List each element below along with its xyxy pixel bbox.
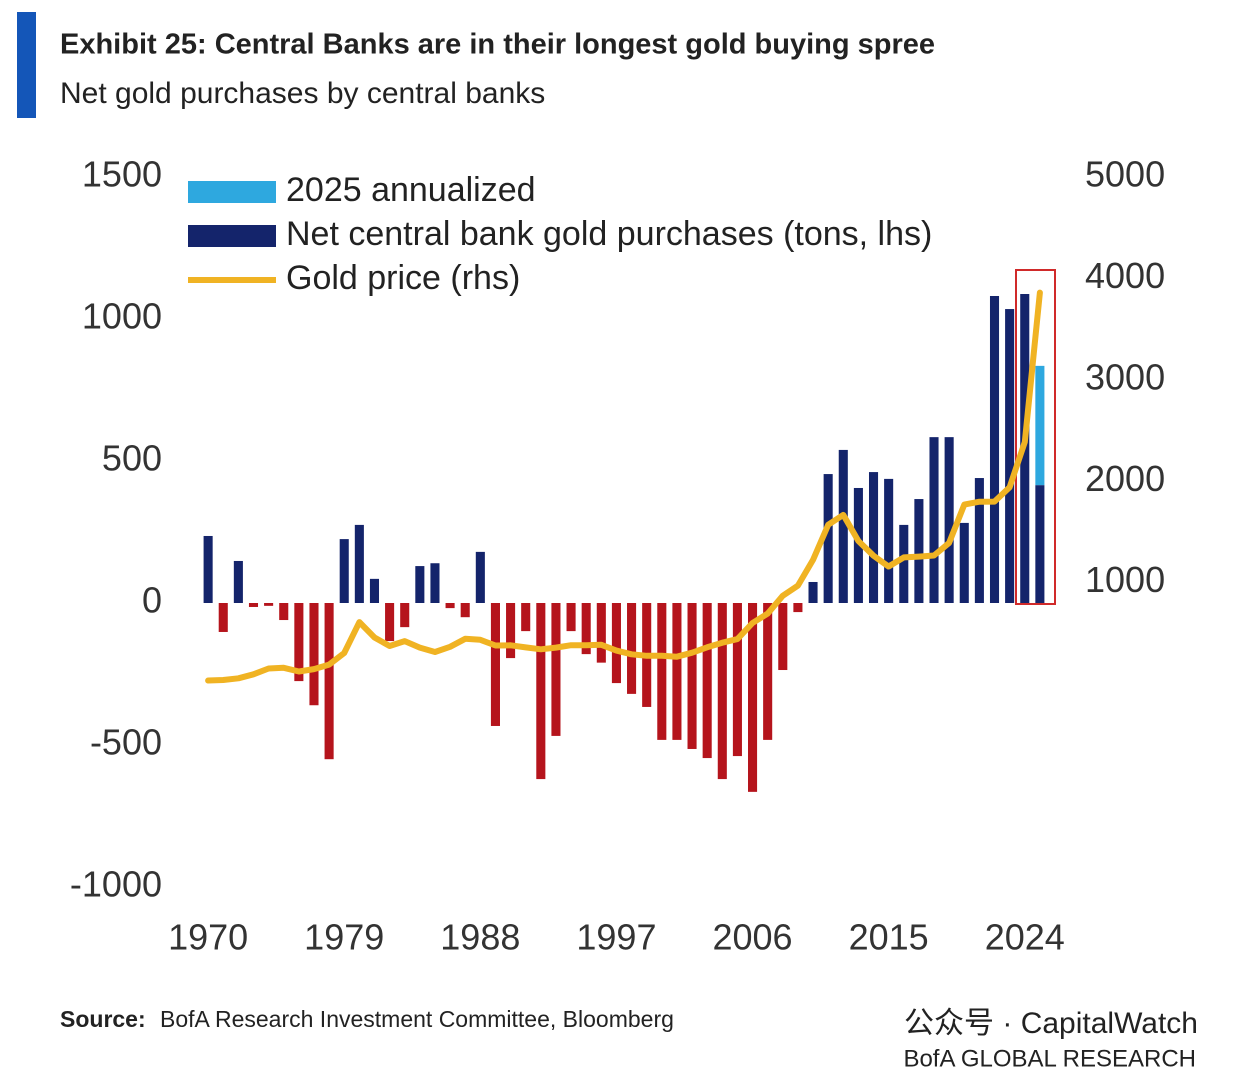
bar (959, 522, 969, 603)
y-tick-label: 1000 (82, 296, 162, 337)
bar (793, 603, 803, 613)
bar (521, 603, 531, 632)
x-tick-label: 1970 (168, 917, 248, 958)
bar (702, 603, 712, 759)
bar (944, 437, 954, 603)
brand: BofA GLOBAL RESEARCH (903, 1045, 1196, 1072)
bar (430, 563, 440, 603)
y2-tick-label: 4000 (1085, 255, 1165, 296)
x-tick-label: 1979 (304, 917, 384, 958)
bar (823, 474, 833, 603)
bar (596, 603, 606, 663)
bar (1005, 309, 1015, 603)
bar (732, 603, 742, 757)
bar (687, 603, 697, 749)
bar (868, 472, 879, 603)
bar (385, 603, 395, 642)
x-tick-label: 1997 (576, 917, 656, 958)
bar (914, 499, 924, 603)
bar (203, 535, 213, 603)
y-tick-label: 1500 (82, 154, 162, 195)
bar (309, 603, 319, 706)
bar (415, 566, 425, 603)
bar (369, 578, 380, 603)
bar (264, 603, 274, 606)
bar (717, 603, 727, 780)
x-tick-label: 2015 (849, 917, 929, 958)
bar (929, 437, 939, 603)
legend-swatch (188, 225, 276, 247)
bar (778, 603, 788, 671)
source-text: BofA Research Investment Committee, Bloo… (160, 1006, 674, 1032)
bar (808, 581, 818, 603)
bar (853, 487, 863, 603)
bar (627, 603, 637, 694)
x-tick-label: 2024 (985, 917, 1065, 958)
x-tick-label: 2006 (712, 917, 792, 958)
bar (218, 603, 228, 632)
bar (974, 478, 984, 603)
bar (490, 603, 500, 726)
bar (460, 603, 470, 618)
bar (248, 603, 259, 607)
bar (672, 603, 682, 740)
bar (657, 603, 667, 740)
legend-label: 2025 annualized (286, 171, 536, 209)
legend-label: Gold price (rhs) (286, 259, 520, 297)
bar (324, 603, 334, 760)
bar (899, 524, 909, 603)
bar (748, 603, 758, 792)
y-tick-label: -1000 (70, 864, 162, 905)
bar (1035, 485, 1045, 603)
bar (233, 560, 243, 603)
y2-tick-label: 5000 (1085, 154, 1165, 195)
bar (475, 551, 485, 603)
bar (506, 603, 516, 659)
bar (294, 603, 304, 682)
bar (581, 603, 591, 655)
bar (884, 478, 894, 603)
bar (279, 603, 289, 621)
stacked-bar (1035, 365, 1045, 486)
y2-tick-label: 1000 (1085, 559, 1165, 600)
line (205, 289, 1043, 684)
chart-title: Exhibit 25: Central Banks are in their l… (60, 29, 935, 61)
bar (611, 603, 621, 684)
source-label: Source: (60, 1006, 146, 1032)
legend-label: Net central bank gold purchases (tons, l… (286, 215, 932, 253)
legend-swatch (188, 181, 276, 203)
bar (763, 603, 773, 740)
bar (838, 449, 848, 603)
x-tick-label: 1988 (440, 917, 520, 958)
chart-subtitle: Net gold purchases by central banks (60, 77, 545, 110)
plot-area: -1000 -500 0 500 1000 1500 1000 2000 3000 4000 500… (70, 154, 1165, 958)
y-tick-label: -500 (90, 722, 162, 763)
watermark: 公众号 · CapitalWatch (904, 1007, 1198, 1040)
bar (400, 603, 410, 628)
bar (551, 603, 561, 736)
y2-tick-label: 3000 (1085, 356, 1165, 397)
header-accent (17, 12, 36, 118)
highlight-box (1015, 269, 1056, 605)
bar (354, 524, 364, 603)
bar (339, 539, 349, 603)
y2-tick-label: 2000 (1085, 458, 1165, 499)
bar (989, 295, 1000, 603)
bar (536, 603, 546, 780)
bar (445, 603, 455, 609)
y-tick-label: 500 (102, 438, 162, 479)
y-tick-label: 0 (142, 580, 162, 621)
bar (566, 603, 576, 632)
